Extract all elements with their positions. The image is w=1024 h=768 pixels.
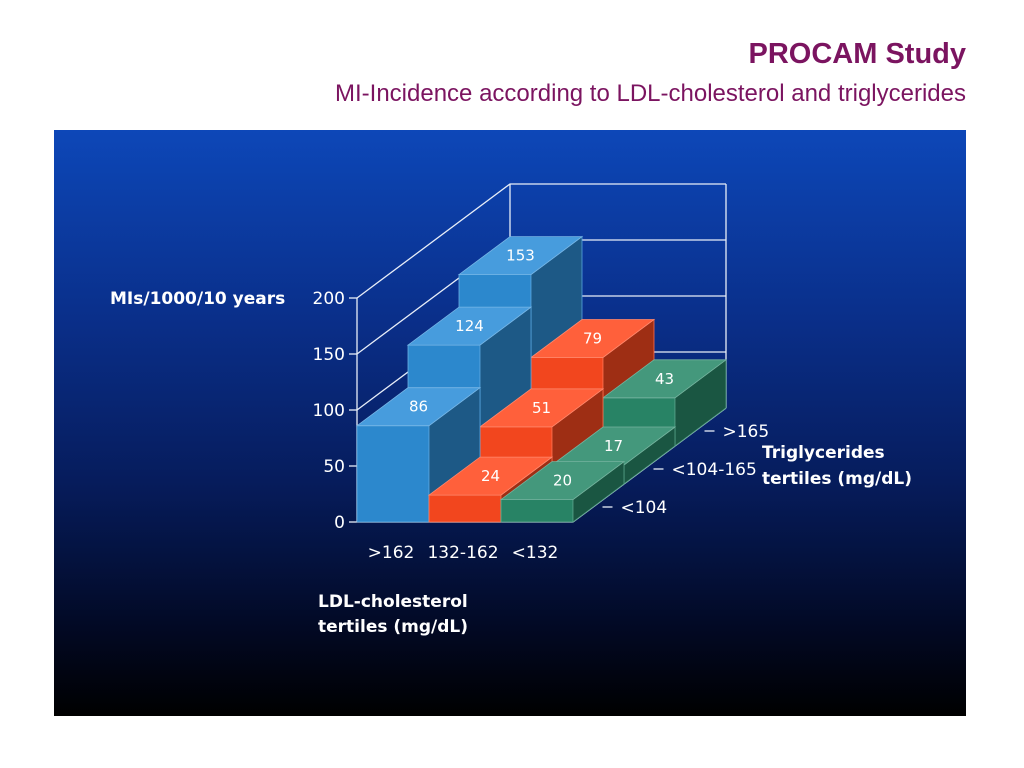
bar-front	[356, 425, 430, 523]
bar-value-label: 51	[532, 399, 551, 417]
bar-value-label: 153	[506, 247, 535, 265]
x-axis-label-line2: tertiles (mg/dL)	[318, 617, 468, 637]
chart-bars: 153 79 43 124 51 17 86 24 20	[355, 235, 728, 523]
depth-axis-label-line1: Triglycerides	[762, 443, 885, 463]
bar-front	[428, 494, 502, 523]
bar-value-label: 86	[409, 398, 428, 416]
bar-top	[355, 387, 482, 427]
chart-panel: 0 50 100 150 200 153 79 43 124 51 17 86 24 20 >162 13…	[54, 130, 966, 716]
bar-top	[499, 461, 626, 501]
bar-top	[529, 319, 656, 358]
chart-3d-bars: 0 50 100 150 200 153 79 43 124 51 17 86 24 20 >162 13…	[110, 183, 912, 637]
bar-value-label: 79	[583, 330, 602, 348]
bar-value-label: 20	[553, 472, 572, 490]
y-tick-label: 200	[313, 289, 345, 309]
depth-axis-label-line2: tertiles (mg/dL)	[762, 469, 912, 489]
depth-tick-label: >165	[723, 422, 770, 442]
bar-value-label: 124	[455, 317, 484, 335]
bar-top	[406, 306, 533, 346]
x-axis: >162 132-162 <132 LDL-cholesterol tertiles (…	[318, 543, 558, 637]
bar-top	[457, 236, 584, 276]
depth-tick-label: <104	[621, 498, 668, 518]
x-tick-label: >162	[368, 543, 415, 563]
bar-value-label: 17	[604, 437, 623, 455]
bar-value-label: 24	[481, 467, 500, 485]
y-tick-label: 50	[323, 457, 345, 477]
x-axis-label-line1: LDL-cholesterol	[318, 592, 468, 612]
bar-front	[500, 499, 574, 523]
bar-top	[427, 456, 554, 496]
depth-tick-label: <104-165	[672, 460, 757, 480]
bar-top	[478, 388, 605, 428]
bar-value-label: 43	[655, 370, 674, 388]
slide-subtitle: MI-Incidence according to LDL-cholestero…	[335, 80, 966, 107]
x-tick-label: 132-162	[427, 543, 498, 563]
y-axis: 0 50 100 150 200	[313, 289, 357, 533]
y-tick-label: 0	[334, 513, 345, 533]
y-tick-label: 150	[313, 345, 345, 365]
y-tick-label: 100	[313, 401, 345, 421]
bar: 20	[499, 460, 626, 523]
y-axis-label: MIs/1000/10 years	[110, 289, 285, 309]
slide-title: PROCAM Study	[748, 38, 967, 70]
bar-top	[601, 359, 728, 399]
x-tick-label: <132	[512, 543, 559, 563]
